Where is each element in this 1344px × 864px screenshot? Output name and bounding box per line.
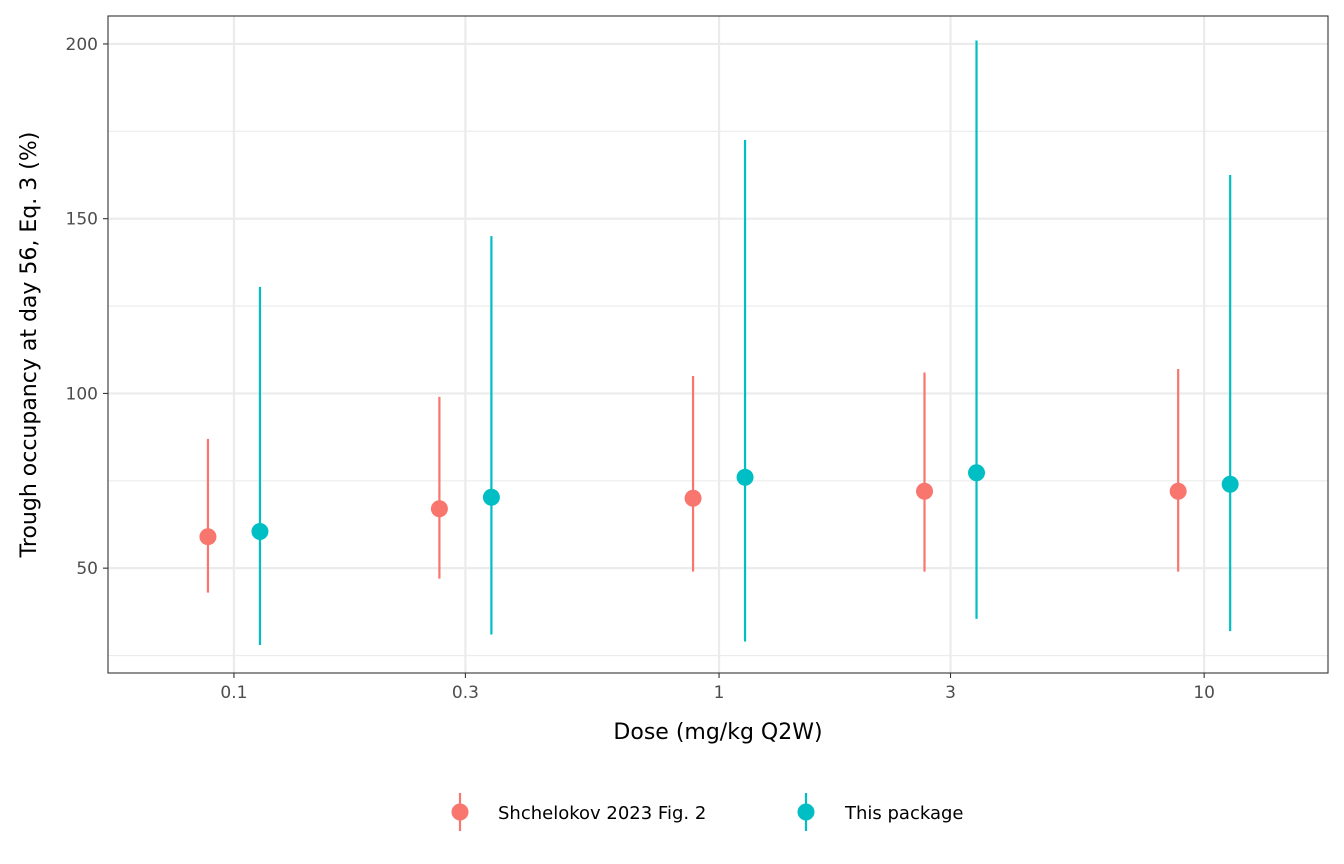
data-point	[916, 482, 934, 500]
data-point	[968, 464, 986, 482]
x-axis-title: Dose (mg/kg Q2W)	[613, 720, 822, 745]
data-point	[251, 522, 269, 540]
y-axis-ticks: 50 100 150 200	[66, 35, 108, 579]
y-tick-label: 50	[76, 559, 98, 579]
legend-key-point	[797, 803, 815, 821]
y-tick-label: 200	[66, 35, 98, 55]
series-1	[251, 40, 1239, 646]
data-point	[1221, 475, 1239, 493]
legend-label: Shchelokov 2023 Fig. 2	[498, 803, 706, 824]
legend-key-point	[451, 803, 469, 821]
data-point	[430, 500, 448, 518]
data-point	[199, 528, 217, 546]
legend-label: This package	[844, 803, 964, 824]
data-point	[482, 488, 500, 506]
data-point	[684, 489, 702, 507]
x-tick-label: 3	[945, 683, 956, 703]
legend: Shchelokov 2023 Fig. 2 This package	[451, 793, 964, 831]
grid	[108, 16, 1328, 673]
x-tick-label: 10	[1193, 683, 1215, 703]
x-tick-label: 1	[714, 683, 725, 703]
series-0	[199, 368, 1187, 593]
data-point	[736, 468, 754, 486]
x-tick-label: 0.1	[220, 683, 247, 703]
data-point	[1169, 482, 1187, 500]
plot-border	[107, 15, 1329, 674]
y-tick-label: 150	[66, 210, 98, 230]
x-tick-label: 0.3	[452, 683, 479, 703]
x-axis-ticks: 0.1 0.3 1 3 10	[220, 673, 1215, 703]
y-tick-label: 100	[66, 384, 98, 404]
y-axis-title: Trough occupancy at day 56, Eq. 3 (%)	[17, 132, 42, 559]
data-marks	[199, 40, 1239, 646]
